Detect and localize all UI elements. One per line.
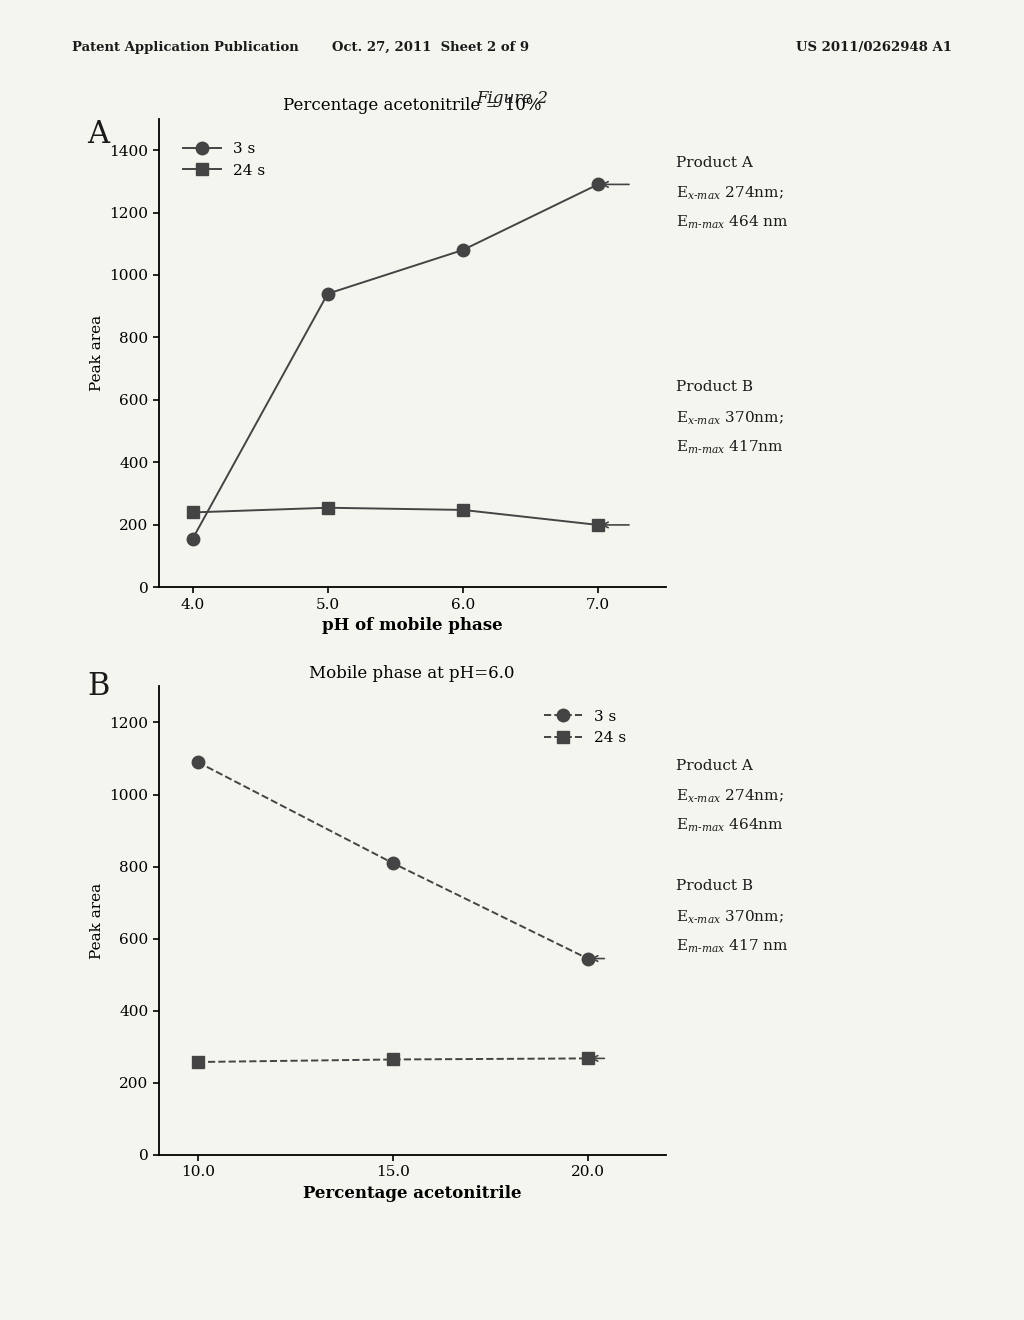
Text: E$_{x\text{-}max}$ 370nm;: E$_{x\text{-}max}$ 370nm; (676, 409, 783, 426)
Text: E$_{m\text{-}max}$ 464 nm: E$_{m\text{-}max}$ 464 nm (676, 214, 788, 231)
Legend: 3 s, 24 s: 3 s, 24 s (538, 704, 633, 751)
Legend: 3 s, 24 s: 3 s, 24 s (176, 136, 271, 183)
Text: Product A: Product A (676, 759, 753, 774)
X-axis label: Percentage acetonitrile: Percentage acetonitrile (303, 1185, 521, 1203)
Text: E$_{x\text{-}max}$ 370nm;: E$_{x\text{-}max}$ 370nm; (676, 908, 783, 925)
Text: E$_{x\text{-}max}$ 274nm;: E$_{x\text{-}max}$ 274nm; (676, 185, 783, 202)
Text: Figure 2: Figure 2 (476, 90, 548, 107)
Text: E$_{m\text{-}max}$ 464nm: E$_{m\text{-}max}$ 464nm (676, 817, 783, 834)
Text: Product B: Product B (676, 380, 753, 395)
Title: Percentage acetonitrile = 10%: Percentage acetonitrile = 10% (283, 98, 542, 115)
Text: E$_{m\text{-}max}$ 417nm: E$_{m\text{-}max}$ 417nm (676, 438, 783, 455)
Text: E$_{x\text{-}max}$ 274nm;: E$_{x\text{-}max}$ 274nm; (676, 788, 783, 805)
Y-axis label: Peak area: Peak area (90, 315, 103, 391)
Title: Mobile phase at pH=6.0: Mobile phase at pH=6.0 (309, 665, 515, 682)
Text: Oct. 27, 2011  Sheet 2 of 9: Oct. 27, 2011 Sheet 2 of 9 (332, 41, 528, 54)
Text: Product A: Product A (676, 156, 753, 170)
Y-axis label: Peak area: Peak area (90, 883, 103, 958)
Text: E$_{m\text{-}max}$ 417 nm: E$_{m\text{-}max}$ 417 nm (676, 937, 788, 954)
Text: Product B: Product B (676, 879, 753, 894)
Text: US 2011/0262948 A1: US 2011/0262948 A1 (797, 41, 952, 54)
X-axis label: pH of mobile phase: pH of mobile phase (322, 618, 503, 635)
Text: Patent Application Publication: Patent Application Publication (72, 41, 298, 54)
Text: A: A (87, 119, 110, 149)
Text: B: B (87, 671, 110, 701)
